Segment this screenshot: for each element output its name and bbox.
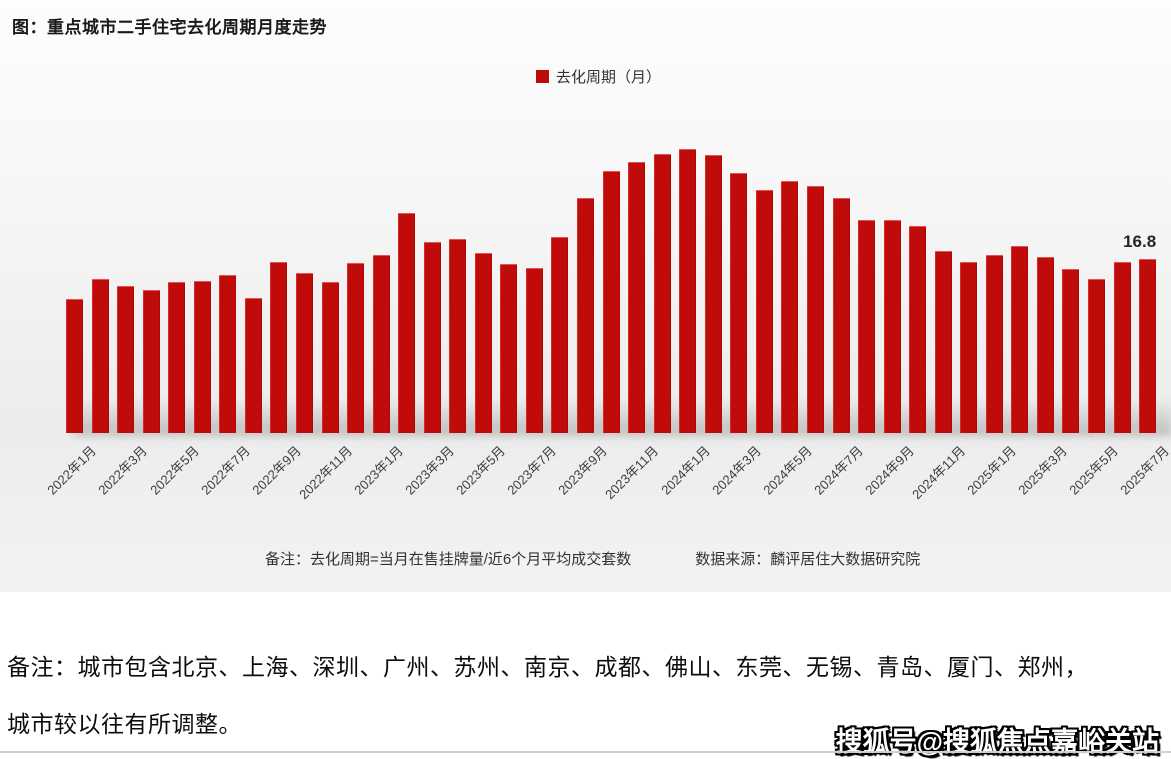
bar-2023年8月 [551,237,569,433]
chart-title: 图：重点城市二手住宅去化周期月度走势 [12,18,327,37]
bar-2022年10月 [295,272,313,433]
bar-2023年7月 [525,268,543,433]
bar-2023年9月 [577,197,594,433]
chart-notes: 备注：去化周期=当月在售挂牌量/近6个月平均成交套数 数据来源：麟评居住大数据研… [0,548,1171,569]
bar-2022年9月 [270,262,288,433]
bar-2023年1月 [372,254,390,433]
bar-2024年8月 [858,219,876,433]
bar-2023年2月 [398,213,416,433]
x-axis-label: 2023年7月 [504,443,560,498]
bar-2024年4月 [755,189,773,433]
bar-2023年4月 [449,239,467,433]
x-axis-label: 2023年1月 [351,443,406,498]
footer-note-line1: 备注：城市包含北京、上海、深圳、广州、苏州、南京、成都、佛山、东莞、无锡、青岛、… [7,655,1088,680]
footer-note-line2: 城市较以往有所调整。 [7,712,242,737]
bar-2023年12月 [653,154,671,433]
bar-2025年7月 [1139,259,1157,433]
watermark: 搜狐号@搜狐焦点嘉峪关站 [835,727,1159,757]
note-formula: 备注：去化周期=当月在售挂牌量/近6个月平均成交套数 [265,551,632,568]
bar-2025年2月 [1011,245,1029,433]
x-axis-label: 2023年5月 [453,443,509,498]
x-axis-label: 2022年11月 [295,443,355,503]
legend: 去化周期（月） [536,66,661,87]
bar-2022年1月 [66,299,83,433]
x-axis-label: 2022年3月 [95,443,151,498]
bottom-edge-divider [0,751,1171,753]
x-axis-label: 2025年3月 [1015,443,1071,498]
note-source: 数据来源：麟评居住大数据研究院 [695,551,921,568]
bar-2022年6月 [193,280,211,433]
bar-2023年6月 [500,264,518,433]
bar-2023年11月 [628,161,646,433]
x-axis-label: 2025年7月 [1117,443,1171,498]
x-axis-label: 2024年7月 [811,443,866,498]
x-axis-label: 2025年5月 [1066,443,1122,498]
x-axis-label: 2022年1月 [44,443,100,498]
bar-2022年8月 [244,298,262,433]
bar-2022年4月 [142,290,160,433]
x-axis-label: 2022年5月 [146,443,202,498]
footer-notes: 备注：城市包含北京、上海、深圳、广州、苏州、南京、成都、佛山、东莞、无锡、青岛、… [0,630,1171,753]
x-axis-label: 2024年5月 [760,443,815,498]
plot-area: 2022年1月 2022年3月 2022年5月 2022年7月 2022年9月 2022年… [45,149,1171,502]
bar-2025年1月 [985,254,1003,433]
bar-2022年11月 [321,281,339,433]
bar-2025年5月 [1088,278,1105,433]
bar-2024年5月 [781,181,799,433]
bar-2022年7月 [219,274,237,433]
bar-2024年6月 [806,185,824,433]
bar-2023年10月 [602,171,620,433]
bar-2024年2月 [704,155,722,433]
bar-2025年3月 [1036,256,1054,433]
x-axis-label: 2024年1月 [657,443,713,498]
chart-panel: 2022年1月 2022年3月 2022年5月 2022年7月 2022年9月 2022年… [0,0,1171,592]
x-axis-label: 2023年11月 [602,443,662,503]
x-axis-label: 2024年3月 [708,443,764,498]
x-axis-label: 2024年11月 [908,443,968,503]
bar-2024年12月 [960,262,978,433]
bar-2023年5月 [474,252,492,433]
bar-2024年9月 [883,219,901,433]
bar-2022年2月 [91,278,109,433]
x-axis-label: 2023年3月 [402,443,457,498]
bar-2024年7月 [832,197,850,433]
bar-2022年5月 [168,281,186,433]
legend-label: 去化周期（月） [556,69,662,86]
last-value-label: 16.8 [1123,232,1157,251]
bar-2025年4月 [1062,269,1080,433]
x-axis-label: 2025年1月 [964,443,1020,498]
bar-2024年10月 [909,225,927,433]
bar-2023年3月 [423,242,441,433]
bar-2024年1月 [679,149,697,433]
bar-2024年11月 [934,250,952,433]
bar-2022年3月 [117,285,135,433]
legend-swatch-icon [536,70,549,83]
bar-2024年3月 [730,173,748,433]
x-axis-label: 2022年7月 [197,443,253,498]
bar-2022年12月 [347,263,365,433]
bar-2025年6月 [1113,262,1131,433]
